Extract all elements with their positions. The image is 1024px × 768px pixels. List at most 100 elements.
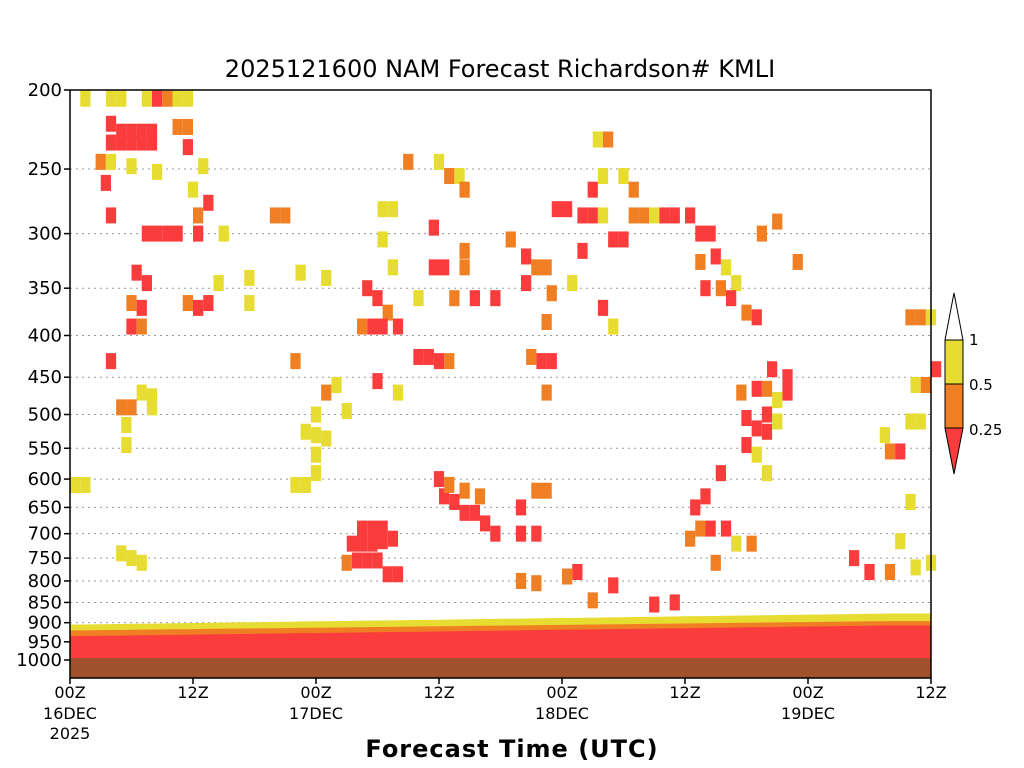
ri-cell — [433, 471, 445, 488]
ri-cell — [152, 90, 163, 107]
legend-orange-box — [944, 383, 964, 429]
ri-cell — [392, 318, 404, 335]
ri-cell — [105, 153, 117, 170]
ri-cell — [587, 592, 598, 609]
ri-cell — [910, 376, 921, 393]
ri-cell — [669, 594, 680, 611]
ri-cell — [187, 181, 199, 198]
ri-cell — [726, 290, 737, 307]
ri-cell — [244, 295, 255, 312]
ri-cell — [290, 476, 301, 493]
ri-cell — [116, 545, 127, 562]
ri-cell — [182, 295, 193, 312]
ri-cell — [751, 420, 762, 437]
ri-cell — [515, 499, 527, 516]
ri-cell — [193, 225, 204, 242]
ri-cell — [567, 275, 578, 292]
ri-cell — [126, 295, 137, 312]
ri-cell — [269, 207, 281, 224]
ri-cell — [695, 253, 706, 270]
ri-cell — [720, 259, 732, 276]
y-tick-label: 900 — [28, 613, 62, 634]
ri-cell — [80, 90, 91, 107]
ri-cell — [392, 384, 404, 401]
ri-cell — [80, 476, 91, 493]
ri-cell — [152, 163, 163, 180]
ri-cell — [136, 299, 147, 316]
ri-cell — [864, 564, 875, 581]
ri-cell — [720, 520, 732, 537]
y-axis: 200 250 300 350 400 450 500 550 600 650 700 7508008… — [16, 80, 70, 671]
ri-cell — [459, 504, 470, 521]
ri-cell — [321, 384, 332, 401]
ri-cell — [515, 572, 527, 589]
ri-cell — [459, 259, 470, 276]
ri-cell — [357, 535, 368, 552]
ri-cell — [531, 482, 542, 499]
y-tick-label: 400 — [28, 325, 62, 346]
ri-cell — [372, 373, 383, 390]
ri-cell — [439, 259, 450, 276]
y-tick-label: 750 — [28, 548, 62, 569]
ri-cell — [531, 525, 542, 542]
ri-cell — [105, 90, 117, 107]
ri-cell — [597, 299, 609, 316]
ri-cell — [146, 388, 158, 405]
ri-cell — [152, 225, 163, 242]
ri-cell — [382, 566, 393, 583]
ri-cell — [172, 225, 183, 242]
x-tick-label: 00Z — [300, 683, 331, 702]
ri-cell — [121, 416, 132, 433]
ri-cell — [300, 423, 311, 440]
ri-cell — [895, 533, 906, 550]
ri-cell — [521, 248, 532, 265]
ri-cell — [628, 181, 639, 198]
ri-cell — [300, 476, 311, 493]
legend-white-arrow — [944, 292, 964, 341]
ri-cell — [746, 535, 757, 552]
ri-cell — [321, 430, 332, 447]
x-tick-date: 17DEC — [289, 704, 343, 723]
ri-cell — [331, 376, 342, 393]
legend-label: 0.25 — [969, 421, 1002, 439]
ri-cell — [357, 520, 368, 537]
x-axis-label: Forecast Time (UTC) — [365, 735, 658, 763]
ri-cell — [895, 443, 906, 460]
ri-cell — [193, 207, 204, 224]
ri-cell — [910, 559, 921, 576]
ri-cell — [198, 158, 209, 175]
y-tick-label: 550 — [28, 438, 62, 459]
ri-cell — [126, 318, 137, 335]
grid-lines — [70, 168, 931, 661]
legend-label: 1 — [969, 331, 979, 349]
ri-cell — [782, 384, 793, 401]
ri-cell — [136, 134, 147, 151]
ri-cell — [736, 384, 747, 401]
ri-cell — [685, 207, 696, 224]
ri-cell — [480, 515, 491, 532]
ri-cell — [182, 118, 193, 135]
ri-cell — [367, 535, 378, 552]
y-tick-label: 600 — [28, 469, 62, 490]
ri-cell — [572, 564, 583, 581]
color-legend: 1 0.5 0.25 — [944, 292, 1002, 475]
ri-cell — [884, 564, 896, 581]
ri-cell — [433, 153, 445, 170]
ri-cell — [126, 158, 137, 175]
ri-cell — [767, 361, 778, 378]
ri-cell — [931, 361, 942, 378]
ri-cell — [105, 115, 117, 132]
y-tick-label: 250 — [28, 159, 62, 180]
ri-cell — [172, 118, 183, 135]
y-tick-label: 450 — [28, 367, 62, 388]
ri-cell — [751, 309, 762, 326]
ri-cell — [203, 295, 214, 312]
ri-cell — [685, 530, 696, 547]
ri-cell — [141, 90, 152, 107]
ri-cell — [608, 318, 619, 335]
ri-cell — [695, 520, 706, 537]
ri-cell — [423, 348, 434, 365]
ri-cell — [715, 465, 726, 482]
